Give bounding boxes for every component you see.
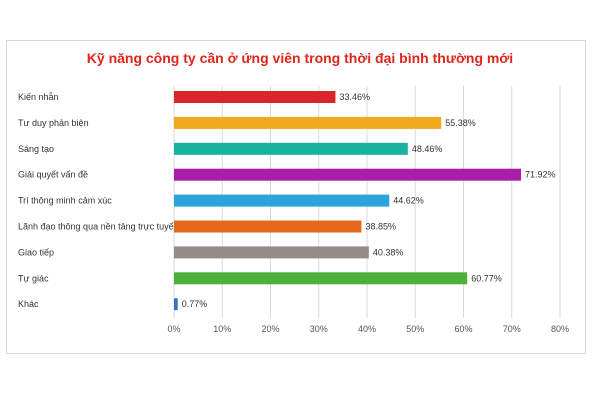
bar	[174, 298, 178, 311]
x-tick-label: 10%	[213, 324, 231, 334]
value-label: 71.92%	[525, 170, 556, 180]
category-label: Sáng tạo	[18, 144, 54, 154]
value-label: 48.46%	[412, 144, 443, 154]
category-label: Tư duy phản biện	[18, 118, 89, 128]
value-label: 38.85%	[365, 222, 396, 232]
category-label: Giải quyết vấn đề	[18, 170, 88, 180]
x-tick-label: 0%	[167, 324, 180, 334]
value-label: 55.38%	[445, 118, 476, 128]
x-tick-label: 30%	[310, 324, 328, 334]
value-label: 40.38%	[373, 247, 404, 257]
x-tick-label: 40%	[358, 324, 376, 334]
value-label: 60.77%	[471, 273, 502, 283]
value-label: 33.46%	[339, 92, 370, 102]
x-tick-label: 20%	[261, 324, 279, 334]
x-tick-label: 70%	[503, 324, 521, 334]
x-tick-label: 50%	[406, 324, 424, 334]
x-tick-label: 60%	[454, 324, 472, 334]
value-label: 0.77%	[182, 299, 208, 309]
bar	[174, 194, 390, 207]
category-label: Lãnh đạo thông qua nền tảng trực tuyến	[18, 222, 179, 232]
category-label: Tự giác	[18, 273, 49, 283]
bar	[174, 91, 336, 103]
category-label: Giao tiếp	[18, 247, 54, 257]
category-label: Trí thông minh cảm xúc	[18, 196, 112, 206]
bar	[174, 246, 369, 259]
value-label: 44.62%	[393, 196, 424, 206]
category-label: Khác	[18, 299, 39, 309]
chart-title: Kỹ năng công ty cần ở ứng viên trong thờ…	[86, 50, 514, 66]
category-label: Kiến nhẫn	[18, 92, 59, 102]
bar	[174, 220, 362, 233]
bar	[174, 142, 408, 155]
x-tick-label: 80%	[551, 324, 569, 334]
bar	[174, 116, 442, 129]
bar	[174, 272, 468, 285]
bar	[174, 168, 522, 181]
